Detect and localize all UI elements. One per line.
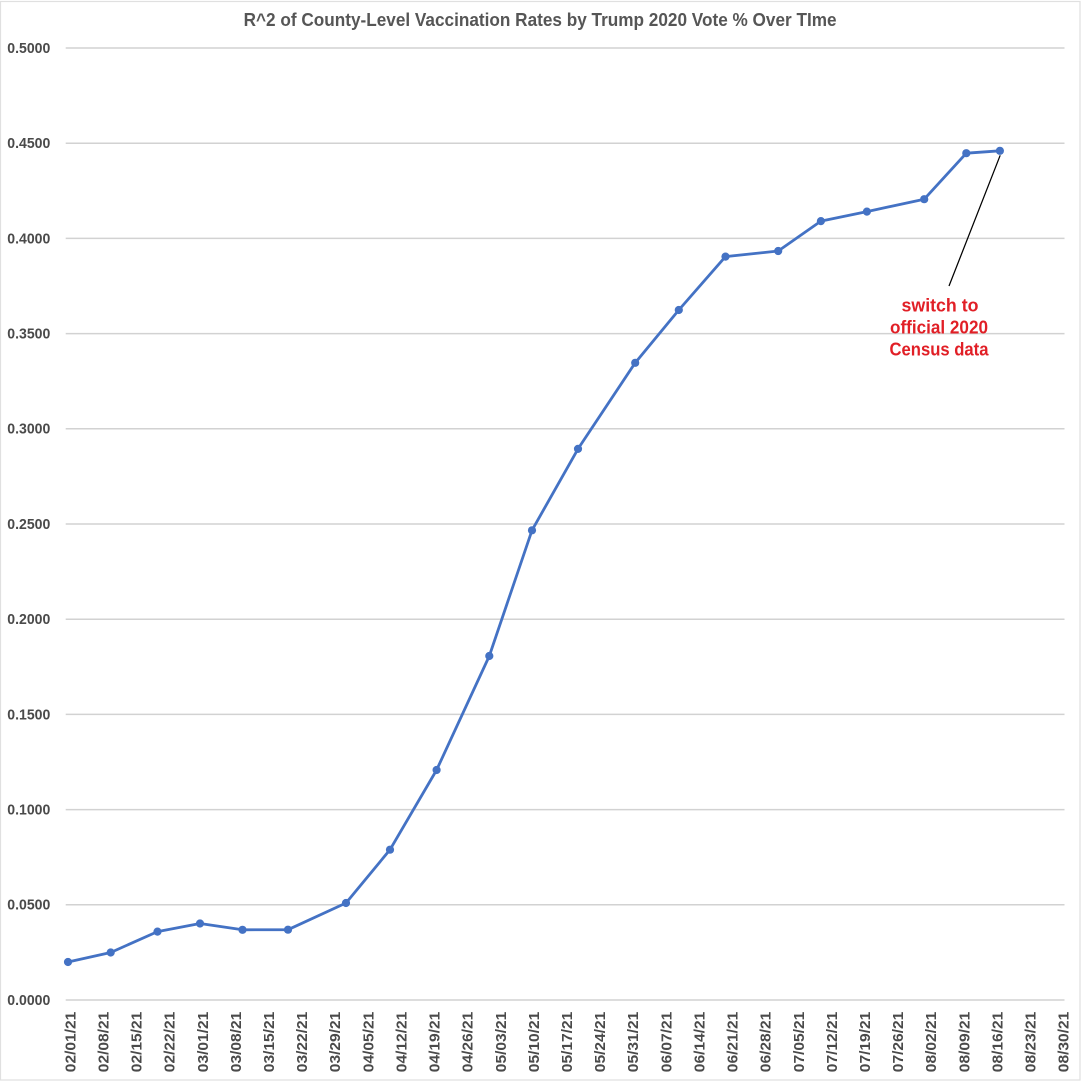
svg-text:03/22/21: 03/22/21	[294, 1011, 311, 1072]
svg-text:03/29/21: 03/29/21	[327, 1011, 344, 1072]
svg-text:04/26/21: 04/26/21	[460, 1011, 477, 1072]
svg-text:07/12/21: 07/12/21	[824, 1011, 841, 1072]
svg-text:0.0500: 0.0500	[7, 898, 50, 914]
svg-text:switch to: switch to	[902, 296, 979, 316]
svg-text:04/19/21: 04/19/21	[427, 1011, 444, 1072]
svg-text:Census data: Census data	[890, 340, 990, 360]
svg-text:06/14/21: 06/14/21	[691, 1011, 708, 1072]
svg-text:07/05/21: 07/05/21	[791, 1011, 808, 1072]
svg-text:R^2 of County-Level Vaccinatio: R^2 of County-Level Vaccination Rates by…	[244, 10, 837, 30]
svg-text:05/03/21: 05/03/21	[493, 1011, 510, 1072]
svg-text:04/12/21: 04/12/21	[393, 1011, 410, 1072]
svg-text:02/22/21: 02/22/21	[162, 1011, 179, 1072]
svg-text:0.3000: 0.3000	[7, 422, 50, 438]
svg-text:03/08/21: 03/08/21	[228, 1011, 245, 1072]
svg-text:05/31/21: 05/31/21	[625, 1011, 642, 1072]
svg-text:08/02/21: 08/02/21	[923, 1011, 940, 1072]
svg-text:02/01/21: 02/01/21	[62, 1011, 79, 1072]
svg-text:08/16/21: 08/16/21	[989, 1011, 1006, 1072]
svg-text:05/17/21: 05/17/21	[559, 1011, 576, 1072]
svg-text:03/15/21: 03/15/21	[261, 1011, 278, 1072]
svg-text:06/21/21: 06/21/21	[725, 1011, 742, 1072]
svg-text:07/19/21: 07/19/21	[857, 1011, 874, 1072]
svg-text:06/28/21: 06/28/21	[758, 1011, 775, 1072]
svg-text:05/10/21: 05/10/21	[526, 1011, 543, 1072]
svg-text:03/01/21: 03/01/21	[195, 1011, 212, 1072]
svg-text:06/07/21: 06/07/21	[658, 1011, 675, 1072]
svg-text:official 2020: official 2020	[890, 318, 988, 338]
svg-text:08/23/21: 08/23/21	[1023, 1011, 1040, 1072]
svg-text:0.4000: 0.4000	[7, 231, 50, 247]
svg-text:08/30/21: 08/30/21	[1056, 1011, 1073, 1072]
svg-text:0.1500: 0.1500	[7, 707, 50, 723]
svg-text:0.1000: 0.1000	[7, 803, 50, 819]
svg-text:0.2500: 0.2500	[7, 517, 50, 533]
svg-text:0.3500: 0.3500	[7, 327, 50, 343]
svg-text:04/05/21: 04/05/21	[360, 1011, 377, 1072]
svg-text:0.4500: 0.4500	[7, 136, 50, 152]
svg-text:02/08/21: 02/08/21	[95, 1011, 112, 1072]
svg-text:07/26/21: 07/26/21	[890, 1011, 907, 1072]
svg-text:02/15/21: 02/15/21	[129, 1011, 146, 1072]
svg-text:0.5000: 0.5000	[7, 41, 50, 57]
svg-text:0.0000: 0.0000	[7, 993, 50, 1009]
svg-text:0.2000: 0.2000	[7, 612, 50, 628]
svg-text:05/24/21: 05/24/21	[592, 1011, 609, 1072]
svg-text:08/09/21: 08/09/21	[956, 1011, 973, 1072]
